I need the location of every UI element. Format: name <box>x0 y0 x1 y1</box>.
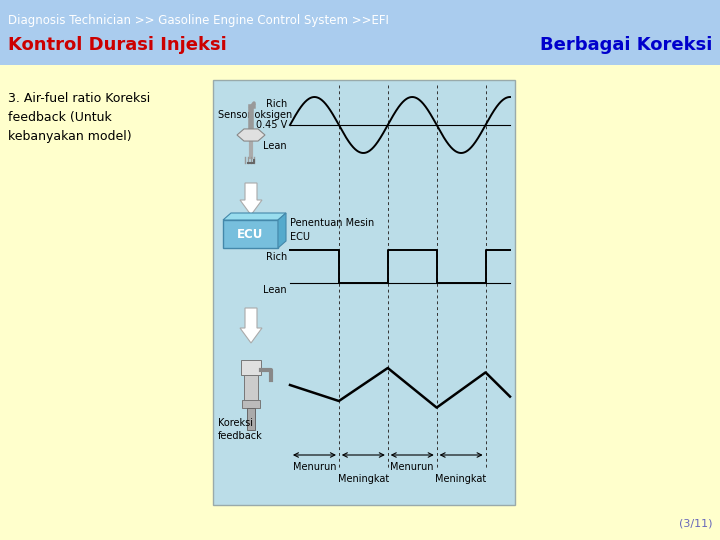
Polygon shape <box>240 308 262 343</box>
Text: Lean: Lean <box>264 141 287 151</box>
Text: (3/11): (3/11) <box>678 518 712 528</box>
Text: Rich: Rich <box>266 99 287 109</box>
Text: 0.45 V: 0.45 V <box>256 120 287 130</box>
FancyBboxPatch shape <box>247 408 255 430</box>
Text: Meningkat: Meningkat <box>338 474 389 484</box>
FancyBboxPatch shape <box>244 375 258 400</box>
Text: Meningkat: Meningkat <box>436 474 487 484</box>
Polygon shape <box>237 129 265 141</box>
FancyBboxPatch shape <box>242 400 260 408</box>
FancyBboxPatch shape <box>213 80 515 505</box>
FancyBboxPatch shape <box>0 0 720 65</box>
Text: Rich: Rich <box>266 252 287 262</box>
Text: Penentuan Mesin
ECU: Penentuan Mesin ECU <box>290 218 374 241</box>
Text: Menurun: Menurun <box>293 462 336 472</box>
Text: Sensor oksigen: Sensor oksigen <box>218 110 292 120</box>
FancyBboxPatch shape <box>241 360 261 375</box>
Text: 3. Air-fuel ratio Koreksi
feedback (Untuk
kebanyakan model): 3. Air-fuel ratio Koreksi feedback (Untu… <box>8 92 150 143</box>
Text: ECU: ECU <box>238 227 264 240</box>
Text: Lean: Lean <box>264 285 287 295</box>
Polygon shape <box>223 213 286 220</box>
Polygon shape <box>278 213 286 248</box>
Text: Koreksi
feedback: Koreksi feedback <box>218 418 263 441</box>
Polygon shape <box>240 183 262 215</box>
FancyBboxPatch shape <box>223 220 278 248</box>
Text: Menurun: Menurun <box>390 462 434 472</box>
Text: Kontrol Durasi Injeksi: Kontrol Durasi Injeksi <box>8 36 227 54</box>
Text: Diagnosis Technician >> Gasoline Engine Control System >>EFI: Diagnosis Technician >> Gasoline Engine … <box>8 14 389 27</box>
Text: Berbagai Koreksi: Berbagai Koreksi <box>539 36 712 54</box>
